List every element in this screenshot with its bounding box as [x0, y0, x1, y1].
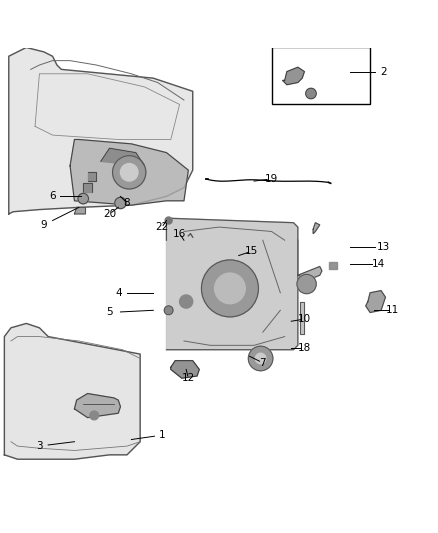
Circle shape	[120, 164, 138, 181]
Circle shape	[201, 260, 258, 317]
Circle shape	[297, 274, 316, 294]
Polygon shape	[298, 240, 322, 280]
Circle shape	[113, 156, 146, 189]
Circle shape	[255, 353, 266, 364]
Text: 7: 7	[259, 358, 266, 368]
Text: 18: 18	[298, 343, 311, 352]
Text: 10: 10	[298, 314, 311, 324]
Polygon shape	[366, 290, 385, 312]
Text: 5: 5	[106, 308, 113, 318]
Polygon shape	[166, 219, 298, 350]
Circle shape	[78, 193, 88, 204]
Polygon shape	[313, 223, 320, 233]
Text: 1: 1	[159, 430, 166, 440]
Circle shape	[164, 306, 173, 314]
Polygon shape	[101, 148, 145, 166]
Polygon shape	[300, 302, 304, 334]
Circle shape	[215, 273, 245, 304]
Text: 3: 3	[36, 441, 43, 451]
Polygon shape	[9, 47, 193, 214]
Polygon shape	[328, 262, 337, 269]
Polygon shape	[283, 67, 304, 85]
Text: 12: 12	[182, 373, 195, 383]
Bar	[272, 47, 370, 104]
Polygon shape	[70, 140, 188, 205]
Circle shape	[180, 295, 193, 308]
Polygon shape	[88, 172, 96, 181]
Text: 14: 14	[372, 260, 385, 269]
Polygon shape	[171, 361, 199, 378]
Text: 6: 6	[49, 191, 56, 201]
Text: 4: 4	[115, 288, 122, 298]
Text: 11: 11	[385, 305, 399, 316]
Circle shape	[165, 217, 172, 224]
Circle shape	[90, 411, 99, 420]
Polygon shape	[74, 207, 85, 214]
Text: 15: 15	[245, 246, 258, 256]
Polygon shape	[83, 183, 92, 192]
Polygon shape	[4, 324, 140, 459]
Text: 2: 2	[380, 67, 387, 77]
Text: 13: 13	[377, 242, 390, 252]
Text: 19: 19	[265, 174, 278, 184]
Text: 16: 16	[173, 229, 186, 239]
Circle shape	[248, 346, 273, 371]
Polygon shape	[74, 393, 120, 418]
Polygon shape	[35, 74, 180, 140]
Text: 8: 8	[124, 198, 131, 208]
Circle shape	[115, 197, 126, 209]
Text: 20: 20	[103, 209, 116, 219]
Circle shape	[306, 88, 316, 99]
Text: 9: 9	[40, 220, 47, 230]
Text: 22: 22	[155, 222, 169, 232]
